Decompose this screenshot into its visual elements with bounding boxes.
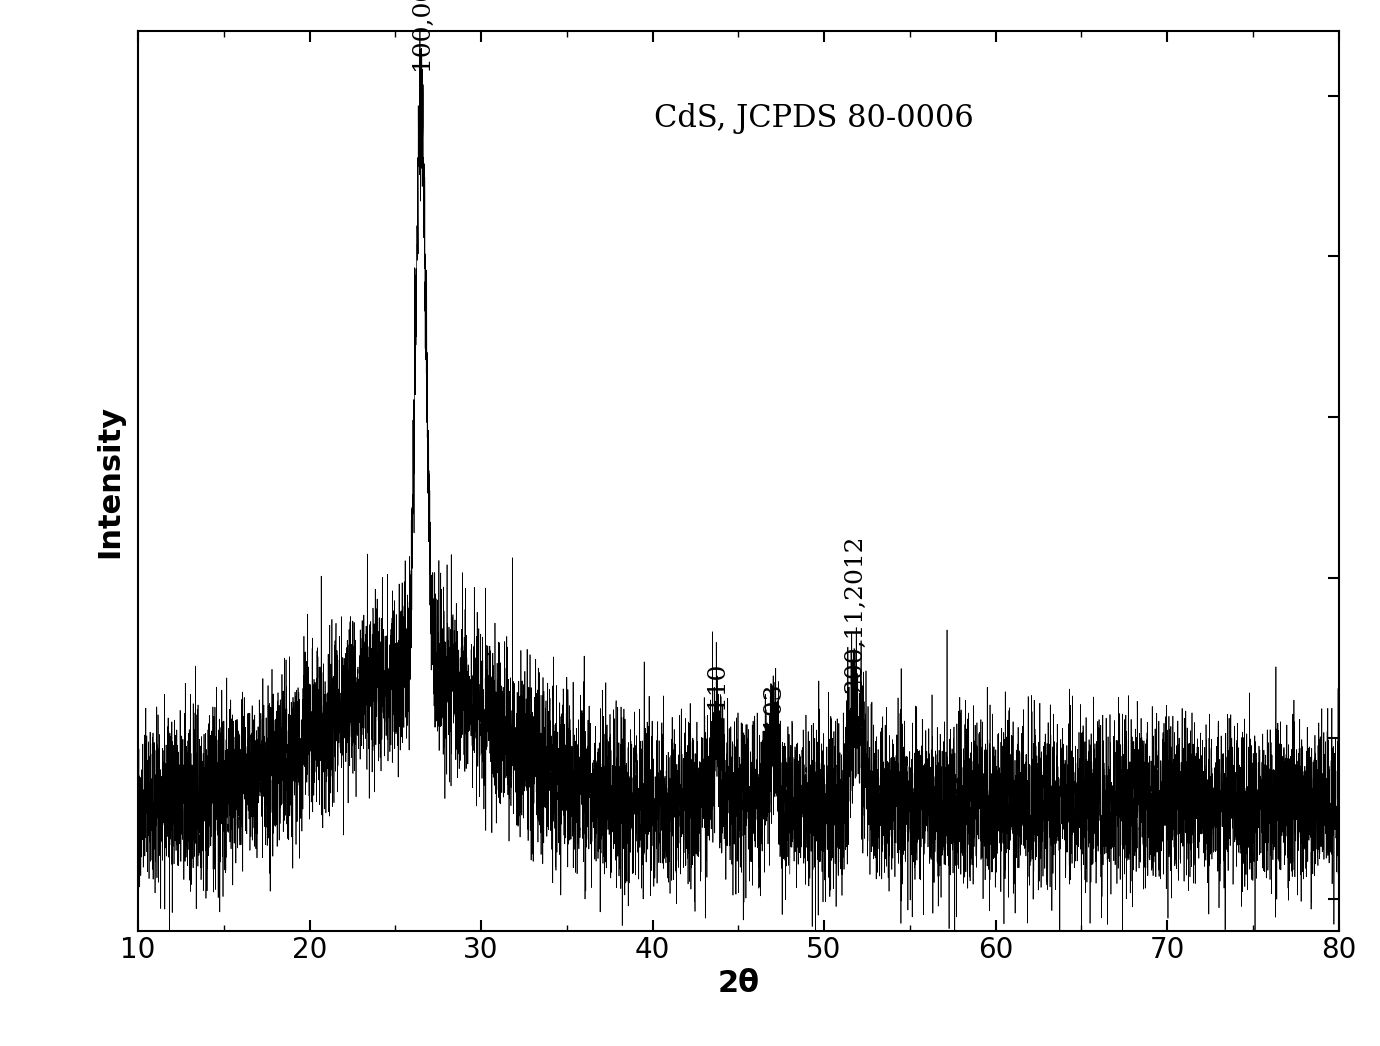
X-axis label: 2θ: 2θ [718, 970, 759, 998]
Text: 110: 110 [705, 662, 727, 709]
Y-axis label: Intensity: Intensity [95, 405, 124, 558]
Text: CdS, JCPDS 80-0006: CdS, JCPDS 80-0006 [654, 104, 974, 134]
Text: 200,11,2012: 200,11,2012 [843, 535, 867, 693]
Text: 103: 103 [762, 681, 784, 728]
Text: 100,002,: 100,002, [410, 0, 432, 70]
